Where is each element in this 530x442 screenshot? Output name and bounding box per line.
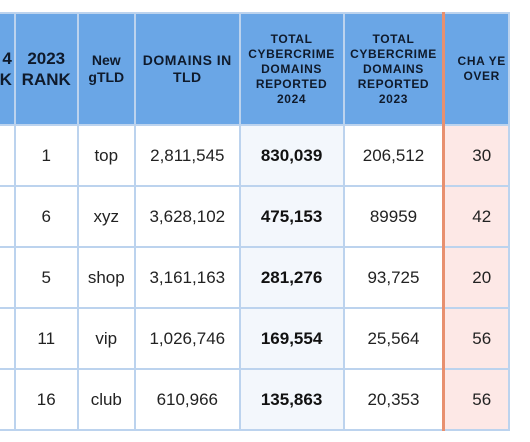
table-row: 6 xyz 3,628,102 475,153 89959 42 (0, 185, 511, 248)
header-change-label: CHA YE OVER (457, 54, 506, 83)
cell-gtld: xyz (76, 185, 137, 248)
table-row: 11 vip 1,026,746 169,554 25,564 56 (0, 307, 511, 370)
header-domains-label: DOMAINS IN TLD (142, 51, 232, 86)
table-row: 5 shop 3,161,163 281,276 93,725 20 (0, 246, 511, 309)
header-change: CHA YE OVER (442, 12, 511, 126)
cell-total-2023: 20,353 (342, 368, 445, 431)
cell-total-2023: 93,725 (342, 246, 445, 309)
header-domains: DOMAINS IN TLD (134, 12, 241, 126)
cell-gtld: shop (76, 246, 137, 309)
header-gtld: New gTLD (76, 12, 137, 126)
cell-rank-2023: 5 (13, 246, 79, 309)
cybercrime-tld-table: 4 K 2023 RANK New gTLD DOMAINS IN TLD TO… (0, 12, 511, 431)
cell-change: 20 (442, 246, 511, 309)
cell-rank-2023: 1 (13, 124, 79, 187)
header-rank-2023: 2023 RANK (13, 12, 79, 126)
cell-change-value: 56 (472, 389, 492, 409)
cell-total-2023: 206,512 (342, 124, 445, 187)
cell-change-value: 56 (472, 328, 492, 348)
cell-rank-2023: 16 (13, 368, 79, 431)
cell-total-2023: 25,564 (342, 307, 445, 370)
cell-rank-2024 (0, 368, 16, 431)
cell-gtld: top (76, 124, 137, 187)
cell-total-2024: 830,039 (238, 124, 345, 187)
table-row: 16 club 610,966 135,863 20,353 56 (0, 368, 511, 431)
header-total-2024-label: TOTAL CYBERCRIME DOMAINS REPORTED 2024 (248, 31, 335, 106)
cell-rank-2024 (0, 246, 16, 309)
cell-rank-2024 (0, 307, 16, 370)
header-total-2023-label: TOTAL CYBERCRIME DOMAINS REPORTED 2023 (350, 31, 437, 106)
header-total-2024: TOTAL CYBERCRIME DOMAINS REPORTED 2024 (238, 12, 345, 126)
cell-domains: 2,811,545 (134, 124, 241, 187)
table-body: 1 top 2,811,545 830,039 206,512 30 6 xyz… (0, 124, 511, 431)
cell-rank-2024 (0, 124, 16, 187)
cell-rank-2023: 6 (13, 185, 79, 248)
cell-total-2024: 281,276 (238, 246, 345, 309)
cell-total-2024: 475,153 (238, 185, 345, 248)
table-row: 1 top 2,811,545 830,039 206,512 30 (0, 124, 511, 187)
header-total-2023: TOTAL CYBERCRIME DOMAINS REPORTED 2023 (342, 12, 445, 126)
cell-change: 56 (442, 307, 511, 370)
cell-domains: 3,161,163 (134, 246, 241, 309)
cell-domains: 3,628,102 (134, 185, 241, 248)
cell-change: 56 (442, 368, 511, 431)
cell-total-2023: 89959 (342, 185, 445, 248)
cell-change-value: 30 (472, 145, 492, 165)
table-header: 4 K 2023 RANK New gTLD DOMAINS IN TLD TO… (0, 12, 511, 126)
cell-rank-2024 (0, 185, 16, 248)
cell-rank-2023: 11 (13, 307, 79, 370)
cell-change-value: 42 (472, 206, 492, 226)
cell-change-value: 20 (472, 267, 492, 287)
header-gtld-label: New gTLD (88, 51, 125, 86)
header-row: 4 K 2023 RANK New gTLD DOMAINS IN TLD TO… (0, 12, 511, 126)
cell-domains: 1,026,746 (134, 307, 241, 370)
header-rank-2024: 4 K (0, 12, 16, 126)
cell-gtld: vip (76, 307, 137, 370)
header-rank-2023-label: 2023 RANK (21, 48, 71, 89)
cell-total-2024: 135,863 (238, 368, 345, 431)
cell-gtld: club (76, 368, 137, 431)
cell-change: 42 (442, 185, 511, 248)
cell-domains: 610,966 (134, 368, 241, 431)
cell-total-2024: 169,554 (238, 307, 345, 370)
cell-change: 30 (442, 124, 511, 187)
